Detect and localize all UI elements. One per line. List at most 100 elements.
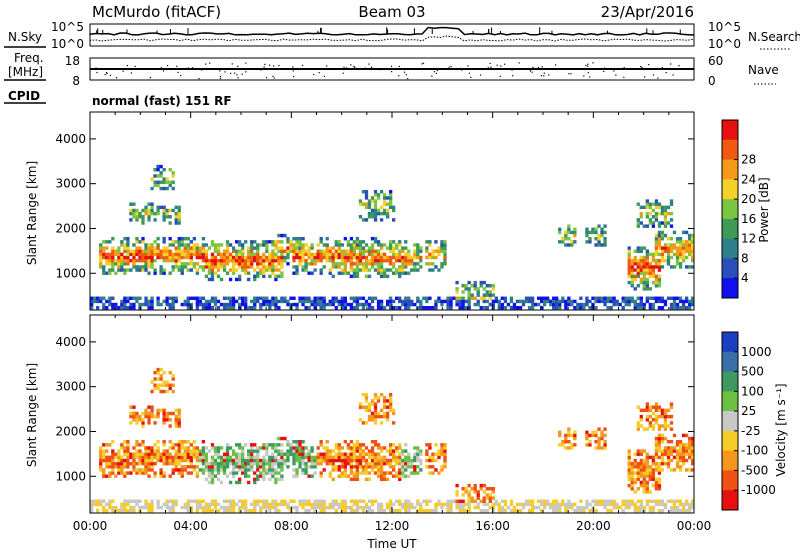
- power-cell: [376, 305, 381, 310]
- velocity-cell: [443, 465, 447, 469]
- velocity-cell: [666, 499, 671, 503]
- power-cell: [183, 302, 187, 307]
- velocity-cell: [310, 449, 314, 453]
- velocity-cell: [398, 471, 402, 475]
- power-data-cells: [90, 164, 695, 310]
- power-cell: [319, 296, 323, 300]
- x-tick-label: 04:00: [173, 519, 208, 533]
- power-cell: [636, 202, 640, 206]
- power-cell: [153, 249, 157, 253]
- power-cell: [216, 258, 221, 263]
- power-cell: [138, 215, 142, 219]
- velocity-cell: [135, 455, 139, 460]
- velocity-cell: [636, 499, 640, 503]
- velocity-cell: [304, 461, 308, 466]
- power-cell: [207, 277, 212, 282]
- velocity-cell: [633, 465, 637, 469]
- velocity-cell: [636, 474, 640, 478]
- power-cell: [491, 287, 495, 291]
- nave-dot: [198, 77, 200, 80]
- velocity-cell: [156, 370, 160, 375]
- velocity-cell: [244, 471, 248, 475]
- velocity-cell: [428, 471, 432, 475]
- nave-tick-top: 60: [708, 54, 723, 68]
- velocity-cell: [669, 402, 674, 406]
- velocity-cell: [367, 449, 372, 453]
- velocity-cell: [147, 411, 151, 416]
- velocity-cell: [150, 449, 154, 453]
- nave-dot: [236, 74, 238, 76]
- velocity-cell: [388, 461, 393, 466]
- velocity-cell: [473, 499, 477, 503]
- velocity-cell: [416, 452, 420, 456]
- velocity-cell: [310, 458, 314, 463]
- velocity-cell: [186, 502, 190, 507]
- velocity-cell: [274, 446, 278, 450]
- velocity-cell: [642, 487, 646, 491]
- power-cell: [645, 299, 649, 304]
- velocity-cell: [319, 439, 323, 444]
- power-cell: [310, 246, 314, 250]
- velocity-cell: [552, 499, 556, 503]
- power-cell: [407, 255, 411, 260]
- nave-dot: [130, 72, 133, 74]
- velocity-cell: [165, 380, 169, 384]
- power-cell: [373, 202, 378, 206]
- velocity-cell: [241, 502, 245, 507]
- power-cell: [392, 265, 396, 269]
- power-cell: [388, 205, 393, 210]
- power-cell: [259, 262, 263, 266]
- velocity-cell: [425, 465, 429, 469]
- power-cell: [440, 299, 444, 304]
- power-cell: [355, 240, 360, 244]
- power-cell: [558, 240, 562, 244]
- velocity-cell: [198, 455, 203, 460]
- velocity-cell: [331, 455, 335, 460]
- power-cell: [250, 252, 254, 257]
- power-cell: [660, 205, 665, 210]
- power-cell: [425, 255, 429, 260]
- velocity-cell: [213, 461, 218, 466]
- power-cell: [174, 205, 178, 210]
- power-cell: [292, 249, 296, 253]
- velocity-cell: [271, 474, 275, 478]
- power-cell: [277, 246, 281, 250]
- velocity-cell: [636, 505, 640, 510]
- velocity-cell: [376, 508, 381, 513]
- velocity-cell: [268, 465, 272, 469]
- power-cell: [325, 255, 329, 260]
- power-cell: [660, 258, 665, 263]
- velocity-cell: [108, 502, 112, 507]
- velocity-cell: [295, 452, 299, 456]
- power-cell: [204, 243, 209, 247]
- velocity-cell: [132, 405, 136, 409]
- power-cell: [150, 211, 154, 216]
- nave-dot: [379, 69, 382, 71]
- velocity-cell: [684, 449, 689, 453]
- velocity-cell: [364, 392, 369, 397]
- velocity-cell: [618, 505, 622, 510]
- velocity-cell: [298, 465, 302, 469]
- velocity-cell: [452, 499, 456, 503]
- power-cell: [319, 299, 323, 304]
- velocity-cell: [370, 465, 375, 469]
- velocity-cell: [678, 449, 683, 453]
- velocity-cell: [334, 452, 338, 456]
- power-cell: [144, 243, 148, 247]
- velocity-cell: [171, 455, 175, 460]
- nave-dot: [529, 70, 532, 72]
- velocity-cell: [549, 502, 553, 507]
- velocity-cell: [144, 458, 148, 463]
- velocity-cell: [147, 505, 151, 510]
- velocity-cell: [370, 499, 375, 503]
- power-cell: [331, 255, 335, 260]
- power-cell: [431, 268, 435, 272]
- velocity-cell: [382, 477, 387, 482]
- power-cell: [189, 255, 193, 260]
- power-cell: [138, 268, 142, 272]
- velocity-cell: [373, 402, 378, 406]
- velocity-cell: [376, 414, 381, 419]
- power-cell: [524, 299, 529, 304]
- velocity-cell: [376, 399, 381, 403]
- power-cell: [669, 224, 674, 228]
